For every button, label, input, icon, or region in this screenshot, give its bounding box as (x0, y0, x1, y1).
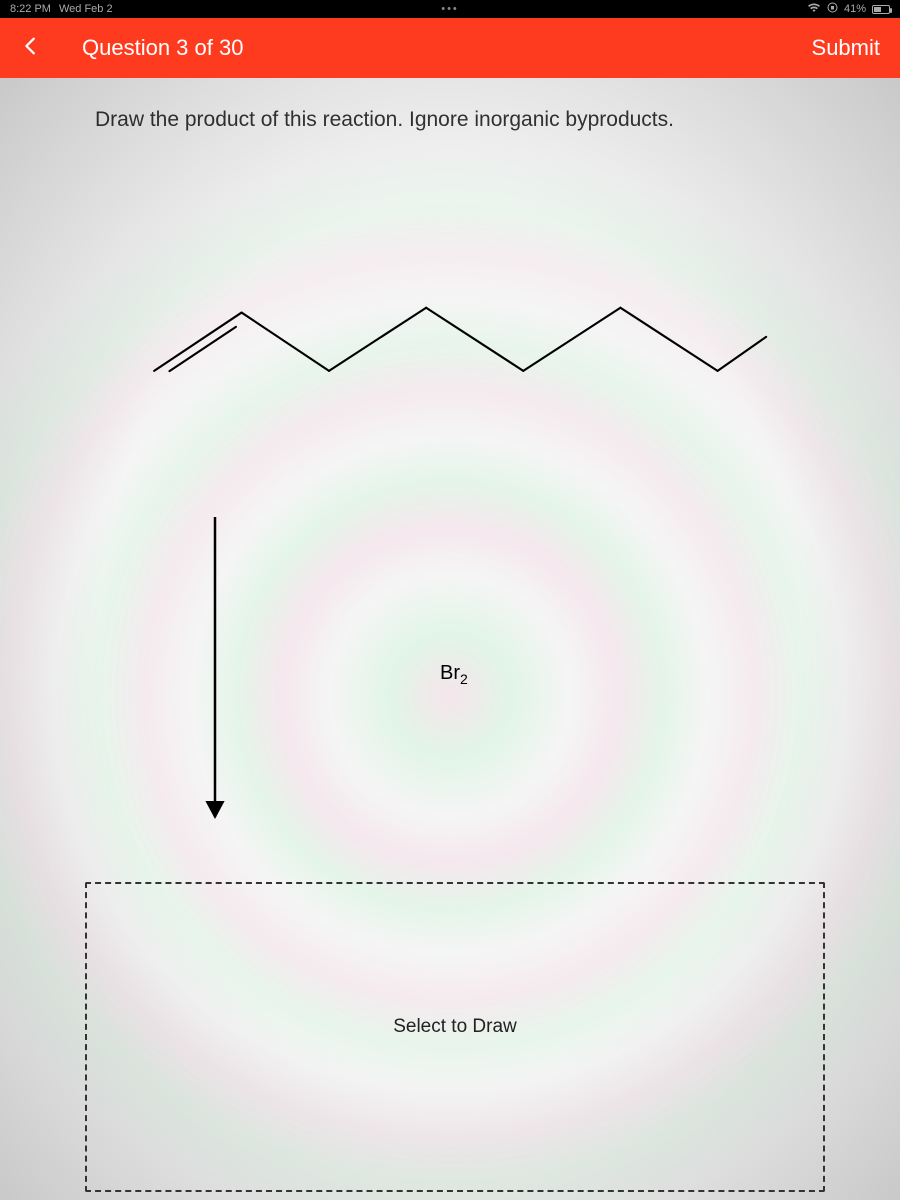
submit-button[interactable]: Submit (812, 35, 880, 61)
reagent-subscript: 2 (460, 671, 468, 687)
question-counter: Question 3 of 30 (82, 35, 812, 61)
wifi-icon (807, 3, 821, 16)
status-date: Wed Feb 2 (59, 3, 113, 15)
device-status-bar: 8:22 PM Wed Feb 2 ••• 41% (0, 0, 900, 18)
product-draw-area[interactable]: Select to Draw (85, 882, 825, 1192)
orientation-lock-icon (827, 2, 838, 16)
status-time: 8:22 PM (10, 3, 51, 15)
battery-icon (872, 5, 890, 14)
reaction-diagram: Br2 Select to Draw (35, 132, 865, 1132)
reagent-label: Br2 (440, 662, 468, 687)
back-arrow-icon[interactable] (20, 33, 42, 64)
app-header: Question 3 of 30 Submit (0, 18, 900, 78)
draw-placeholder-text: Select to Draw (393, 1016, 517, 1038)
battery-percent: 41% (844, 3, 866, 15)
reactant-structure (125, 252, 805, 412)
reagent-base: Br (440, 662, 460, 684)
multitask-dots-icon: ••• (441, 3, 459, 15)
question-prompt: Draw the product of this reaction. Ignor… (35, 108, 865, 132)
question-content: Draw the product of this reaction. Ignor… (0, 78, 900, 1200)
reaction-arrow-icon (195, 512, 235, 832)
